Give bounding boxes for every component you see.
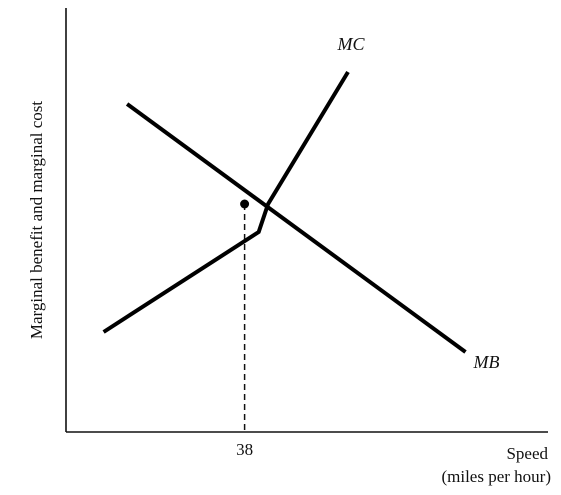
equilibrium-point — [240, 199, 250, 209]
x-axis-label: Speed — [506, 444, 548, 463]
x-tick-label-38: 38 — [236, 440, 253, 459]
series-mc-line — [102, 70, 350, 334]
plot-area: MC MB — [102, 34, 500, 432]
x-axis-label-units: (miles per hour) — [441, 467, 551, 486]
series-mb-label: MB — [473, 352, 500, 372]
series-mc-label: MC — [337, 34, 366, 54]
series-mb-line — [125, 102, 467, 354]
y-axis-label: Marginal benefit and marginal cost — [27, 101, 46, 340]
